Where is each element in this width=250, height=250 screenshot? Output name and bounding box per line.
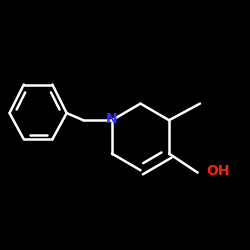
Text: N: N (106, 112, 118, 126)
Text: OH: OH (206, 164, 230, 178)
